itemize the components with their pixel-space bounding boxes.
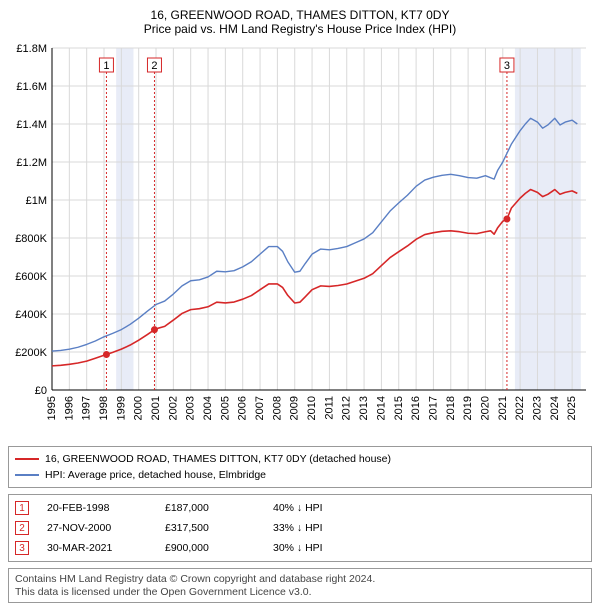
svg-text:2015: 2015 <box>393 396 405 420</box>
svg-text:£0: £0 <box>35 385 47 397</box>
transaction-marker: 2 <box>15 521 29 535</box>
svg-text:1999: 1999 <box>115 396 127 420</box>
legend-row: HPI: Average price, detached house, Elmb… <box>15 467 585 483</box>
svg-text:2004: 2004 <box>202 396 214 420</box>
transaction-hpi: 33% ↓ HPI <box>273 522 323 534</box>
svg-text:2: 2 <box>151 60 157 72</box>
svg-text:£200K: £200K <box>15 347 47 359</box>
svg-text:2002: 2002 <box>167 396 179 420</box>
svg-text:2022: 2022 <box>514 396 526 420</box>
svg-text:2005: 2005 <box>219 396 231 420</box>
svg-text:2023: 2023 <box>531 396 543 420</box>
transaction-row: 3 30-MAR-2021 £900,000 30% ↓ HPI <box>15 541 585 555</box>
transaction-row: 1 20-FEB-1998 £187,000 40% ↓ HPI <box>15 501 585 515</box>
svg-text:2010: 2010 <box>306 396 318 420</box>
svg-text:2025: 2025 <box>566 396 578 420</box>
svg-text:2012: 2012 <box>341 396 353 420</box>
transaction-marker: 3 <box>15 541 29 555</box>
svg-text:£1.8M: £1.8M <box>16 43 47 55</box>
svg-text:2000: 2000 <box>133 396 145 420</box>
svg-text:2008: 2008 <box>271 396 283 420</box>
svg-text:2013: 2013 <box>358 396 370 420</box>
transaction-date: 20-FEB-1998 <box>47 502 147 514</box>
svg-text:2024: 2024 <box>549 396 561 420</box>
svg-text:1997: 1997 <box>81 396 93 420</box>
footer-line2: This data is licensed under the Open Gov… <box>15 586 585 599</box>
svg-text:£1M: £1M <box>26 195 47 207</box>
svg-text:1: 1 <box>103 60 109 72</box>
transactions-box: 1 20-FEB-1998 £187,000 40% ↓ HPI 2 27-NOV-200… <box>8 494 592 562</box>
svg-text:2001: 2001 <box>150 396 162 420</box>
footer-line1: Contains HM Land Registry data © Crown c… <box>15 573 585 586</box>
svg-text:2009: 2009 <box>289 396 301 420</box>
chart-svg: £0 £200K £400K £600K £800K £1M £1.2M £1.4M £1.6M… <box>8 40 592 440</box>
transaction-hpi: 40% ↓ HPI <box>273 502 323 514</box>
transaction-date: 30-MAR-2021 <box>47 542 147 554</box>
chart-titles: 16, GREENWOOD ROAD, THAMES DITTON, KT7 0… <box>8 8 592 36</box>
legend-box: 16, GREENWOOD ROAD, THAMES DITTON, KT7 0… <box>8 446 592 488</box>
title-line1: 16, GREENWOOD ROAD, THAMES DITTON, KT7 0… <box>8 8 592 22</box>
title-line2: Price paid vs. HM Land Registry's House … <box>8 22 592 36</box>
transaction-date: 27-NOV-2000 <box>47 522 147 534</box>
svg-text:£1.6M: £1.6M <box>16 81 47 93</box>
svg-text:2016: 2016 <box>410 396 422 420</box>
svg-text:£400K: £400K <box>15 309 47 321</box>
transaction-price: £187,000 <box>165 502 255 514</box>
svg-text:2007: 2007 <box>254 396 266 420</box>
legend-row: 16, GREENWOOD ROAD, THAMES DITTON, KT7 0… <box>15 451 585 467</box>
svg-text:£600K: £600K <box>15 271 47 283</box>
legend-label: HPI: Average price, detached house, Elmb… <box>45 469 266 481</box>
svg-text:2020: 2020 <box>479 396 491 420</box>
svg-text:2019: 2019 <box>462 396 474 420</box>
legend-label: 16, GREENWOOD ROAD, THAMES DITTON, KT7 0… <box>45 453 391 465</box>
svg-text:1996: 1996 <box>63 396 75 420</box>
legend-swatch <box>15 474 39 476</box>
transaction-hpi: 30% ↓ HPI <box>273 542 323 554</box>
transaction-price: £317,500 <box>165 522 255 534</box>
svg-text:£1.4M: £1.4M <box>16 119 47 131</box>
svg-text:3: 3 <box>504 60 510 72</box>
transaction-marker: 1 <box>15 501 29 515</box>
svg-text:1995: 1995 <box>46 396 58 420</box>
svg-text:£1.2M: £1.2M <box>16 157 47 169</box>
svg-text:2017: 2017 <box>427 396 439 420</box>
transaction-row: 2 27-NOV-2000 £317,500 33% ↓ HPI <box>15 521 585 535</box>
svg-text:2018: 2018 <box>445 396 457 420</box>
legend-swatch <box>15 458 39 460</box>
transaction-price: £900,000 <box>165 542 255 554</box>
svg-text:2014: 2014 <box>375 396 387 420</box>
svg-text:2011: 2011 <box>323 396 335 420</box>
svg-text:2003: 2003 <box>185 396 197 420</box>
svg-text:2006: 2006 <box>237 396 249 420</box>
svg-text:2021: 2021 <box>497 396 509 420</box>
chart-container: £0 £200K £400K £600K £800K £1M £1.2M £1.4M £1.6M… <box>8 40 592 440</box>
footer-box: Contains HM Land Registry data © Crown c… <box>8 568 592 603</box>
svg-text:1998: 1998 <box>98 396 110 420</box>
svg-text:£800K: £800K <box>15 233 47 245</box>
